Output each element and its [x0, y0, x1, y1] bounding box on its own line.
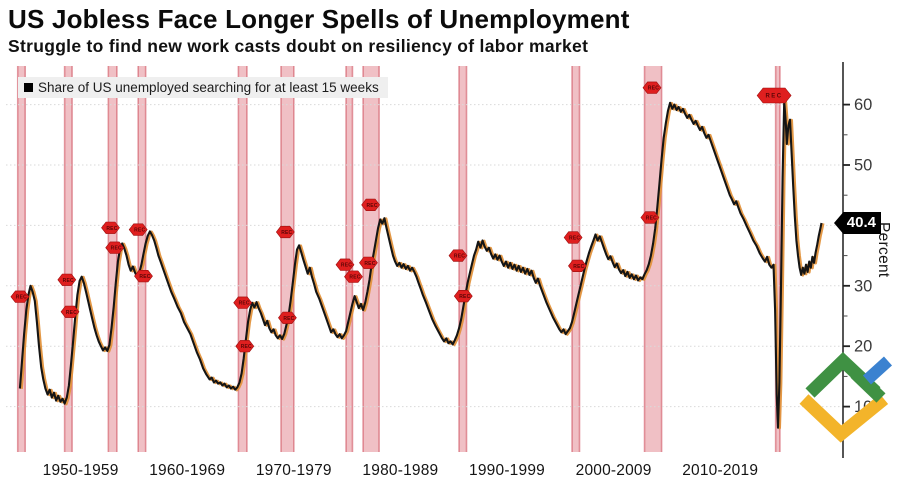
recession-band-edge — [774, 66, 777, 452]
recession-band-edge — [116, 66, 118, 452]
legend: Share of US unemployed searching for at … — [18, 77, 388, 98]
x-axis-label: 1950-1959 — [42, 462, 119, 479]
x-axis-label: 1970-1979 — [255, 462, 332, 479]
x-axis-label: 1990-1999 — [469, 462, 545, 479]
recession-badge-label: REC — [241, 344, 252, 350]
recession-badge-label: REC — [573, 264, 584, 270]
x-axis-label: 2010-2019 — [682, 462, 759, 479]
recession-band — [17, 66, 26, 452]
recession-band-edge — [378, 66, 380, 452]
recession-badge-label: REC — [281, 230, 292, 236]
recession-badge — [640, 211, 660, 224]
recession-badge — [101, 221, 120, 234]
recession-badge-label: REC — [239, 301, 250, 307]
y-tick-label: 30 — [854, 277, 872, 295]
recession-badge-label: REC — [366, 203, 377, 209]
recession-badge-label: REC — [66, 310, 77, 316]
legend-swatch-icon — [24, 83, 33, 92]
recession-badge-label: REC — [16, 295, 27, 301]
y-tick-label: 20 — [854, 338, 872, 356]
recession-badge — [568, 259, 587, 273]
recession-badge — [563, 231, 583, 244]
recession-badge-label: REC — [139, 274, 150, 280]
x-axis-label: 1980-1989 — [362, 462, 439, 479]
recession-band-edge — [293, 66, 295, 452]
recession-band-edge — [63, 66, 66, 452]
x-axis-label: 1960-1969 — [149, 462, 226, 479]
recession-band — [108, 66, 117, 452]
recession-band — [64, 66, 73, 452]
logo-blue-stroke-icon — [862, 356, 893, 385]
last-value-flag: 40.4 — [834, 212, 881, 234]
legend-label: Share of US unemployed searching for at … — [38, 80, 379, 95]
recession-badge — [359, 256, 378, 269]
unemployment-line — [18, 100, 823, 429]
recession-badge-label: REC — [106, 226, 117, 232]
recession-badge — [128, 223, 148, 236]
x-axis-label: 2000-2009 — [575, 462, 652, 479]
recession-badge — [453, 289, 473, 303]
chart-title: US Jobless Face Longer Spells of Unemplo… — [8, 4, 630, 34]
recession-badge — [448, 249, 468, 262]
recession-badge-label: REC — [134, 228, 145, 234]
recession-band-edge — [16, 66, 19, 452]
y-tick-label: 60 — [854, 96, 872, 114]
recession-band — [238, 66, 247, 452]
recession-badge-label: REC — [454, 254, 465, 260]
recession-badge-label: REC — [283, 316, 294, 322]
recession-badge — [642, 81, 662, 94]
recession-badge-label: REC — [341, 263, 352, 269]
recession-badge — [233, 296, 253, 309]
chart-subtitle: Struggle to find new work casts doubt on… — [8, 36, 589, 56]
logo-green-tail-icon — [850, 368, 886, 403]
recession-badge — [275, 225, 295, 239]
y-axis-title: Percent — [875, 222, 892, 278]
recession-badge — [57, 273, 77, 286]
recession-band — [572, 66, 580, 452]
y-tick-label: 50 — [854, 157, 872, 175]
recession-badge — [344, 270, 363, 283]
recession-badge — [278, 311, 297, 324]
recession-band-edge — [107, 66, 110, 452]
recession-badge — [10, 290, 30, 303]
recession-badge — [361, 198, 380, 211]
recession-band-edge — [643, 66, 646, 452]
recession-band-edge — [351, 66, 354, 452]
recession-band — [775, 66, 780, 452]
recession-badge-label: REC — [646, 216, 657, 222]
recession-band — [281, 66, 294, 452]
recession-badge-label: REC — [111, 246, 122, 252]
recession-band-edge — [137, 66, 139, 452]
recession-band-edge — [144, 66, 147, 452]
recession-badge-label: REC — [364, 261, 375, 267]
recession-badge — [235, 340, 255, 353]
recession-badge-label: REC — [765, 94, 782, 100]
recession-badge — [335, 258, 355, 271]
recession-band-edge — [237, 66, 240, 452]
recession-band-edge — [24, 66, 26, 452]
recession-badge-label: REC — [648, 86, 659, 92]
recession-band-edge — [571, 66, 573, 452]
recession-badge-label: REC — [459, 294, 470, 300]
recession-band-edge — [246, 66, 248, 452]
recession-badge — [105, 241, 125, 254]
recession-badge — [134, 269, 153, 283]
logo-yellow-chevron-icon — [799, 393, 889, 443]
recession-badge — [60, 305, 80, 318]
recession-badge-label: REC — [349, 275, 360, 281]
recession-band-edge — [280, 66, 282, 452]
recession-band-edge — [71, 66, 73, 452]
recession-band-edge — [779, 66, 781, 452]
recession-band-edge — [660, 66, 663, 452]
recession-badge-label: REC — [63, 278, 74, 284]
watermark-logo — [799, 352, 893, 443]
recession-badge — [756, 87, 792, 104]
recession-badge-label: REC — [569, 235, 580, 241]
recession-band-edge — [578, 66, 581, 452]
recession-band-edge — [465, 66, 468, 452]
